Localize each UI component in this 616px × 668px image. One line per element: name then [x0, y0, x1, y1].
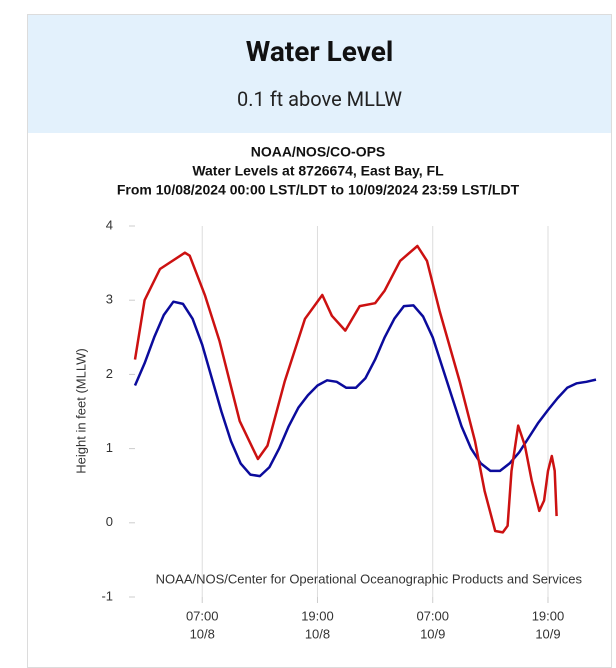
- x-tick-date: 10/8: [305, 626, 330, 641]
- card-title: Water Level: [245, 35, 394, 68]
- y-tick-label: 3: [106, 292, 113, 307]
- y-tick-label: 0: [106, 514, 113, 529]
- card: Water Level 0.1 ft above MLLW: [27, 14, 612, 668]
- credit: NOAA/NOS/Center for Operational Oceanogr…: [156, 571, 583, 586]
- chart-title: From 10/08/2024 00:00 LST/LDT to 10/09/2…: [117, 182, 520, 198]
- x-tick-date: 10/9: [535, 626, 560, 641]
- y-tick-label: 4: [106, 217, 113, 232]
- x-tick-label: 19:00: [532, 608, 565, 623]
- chart-title: NOAA/NOS/CO-OPS: [251, 144, 386, 160]
- x-tick-label: 07:00: [186, 608, 219, 623]
- x-tick-date: 10/9: [420, 626, 445, 641]
- y-axis-label: Height in feet (MLLW): [73, 348, 88, 473]
- x-tick-label: 07:00: [416, 608, 449, 623]
- data-line: [133, 244, 558, 534]
- x-tick-date: 10/8: [190, 626, 215, 641]
- y-tick-label: -1: [101, 588, 113, 603]
- data-line: [133, 300, 597, 478]
- card-header: Water Level 0.1 ft above MLLW: [28, 15, 611, 133]
- chart-title: Water Levels at 8726674, East Bay, FL: [192, 163, 444, 179]
- x-tick-label: 19:00: [301, 608, 334, 623]
- y-tick-label: 1: [106, 440, 113, 455]
- y-tick-label: 2: [106, 366, 113, 381]
- card-subtitle: 0.1 ft above MLLW: [236, 87, 403, 111]
